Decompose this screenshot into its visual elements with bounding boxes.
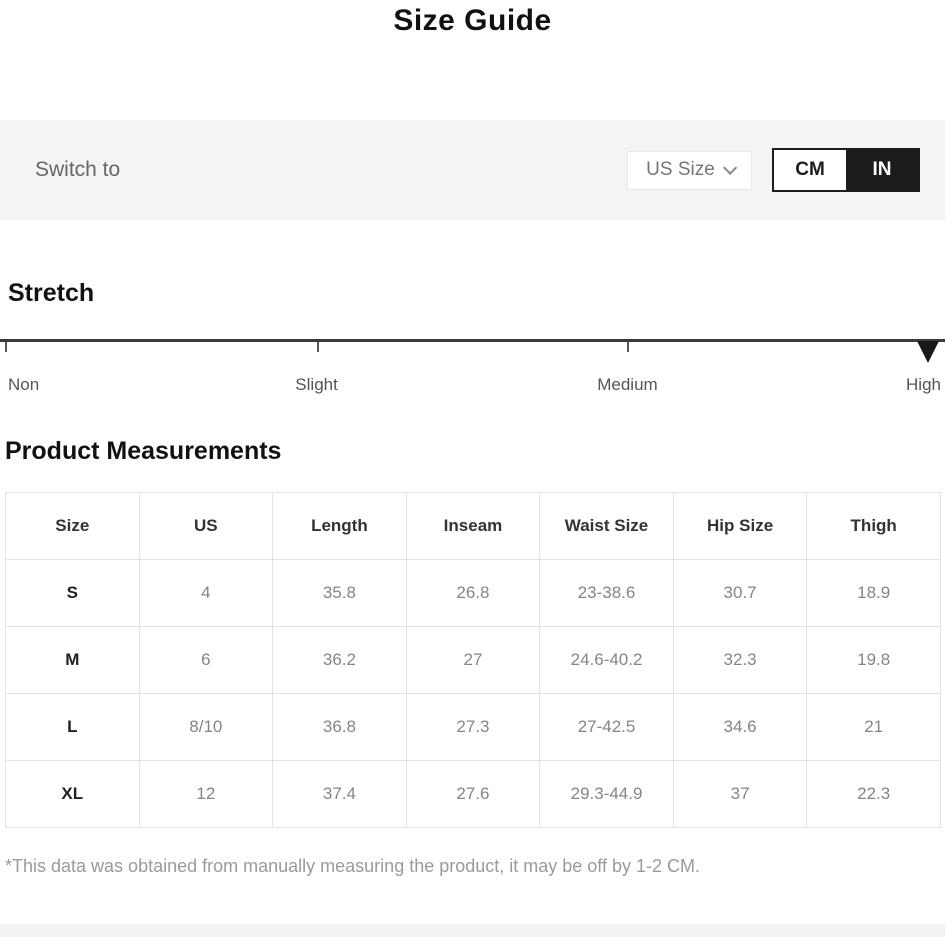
col-header-size: Size [5,492,140,560]
stretch-heading: Stretch [8,279,95,307]
cell-size: S [5,559,140,627]
switch-bar: Switch to US Size CM IN [0,120,945,220]
cell-length: 36.2 [272,626,407,694]
cell-hip: 37 [672,760,808,828]
stretch-label-non: Non [8,375,40,394]
cell-hip: 34.6 [672,693,808,761]
stretch-slider: Non Slight Medium High [0,339,945,401]
stretch-tick-slight [316,342,319,352]
cell-waist: 27-42.5 [539,693,674,761]
cell-size: XL [5,760,140,828]
cell-inseam: 27.6 [405,760,541,828]
cell-inseam: 27 [405,626,541,694]
table-row: XL 12 37.4 27.6 29.3-44.9 37 22.3 [5,760,941,828]
cell-us: 8/10 [138,693,274,761]
measurement-disclaimer: *This data was obtained from manually me… [5,856,701,876]
unit-toggle: CM IN [772,148,920,192]
col-header-thigh: Thigh [806,492,941,560]
cell-thigh: 21 [806,693,941,761]
cell-waist: 23-38.6 [539,559,674,627]
unit-cm-button[interactable]: CM [774,150,846,190]
cell-thigh: 22.3 [806,760,941,828]
cell-length: 36.8 [272,693,407,761]
stretch-label-slight: Slight [295,375,338,394]
page-title: Size Guide [393,4,552,37]
stretch-label-high: High [906,375,941,394]
col-header-inseam: Inseam [405,492,541,560]
col-header-waist: Waist Size [539,492,674,560]
table-row: M 6 36.2 27 24.6-40.2 32.3 19.8 [5,626,941,694]
stretch-slider-track [0,339,945,342]
bottom-section-divider [0,924,945,937]
cell-inseam: 26.8 [405,559,541,627]
col-header-us: US [138,492,274,560]
stretch-tick-medium [627,342,630,352]
cell-us: 4 [138,559,274,627]
cell-waist: 24.6-40.2 [539,626,674,694]
cell-size: M [5,626,140,694]
cell-us: 6 [138,626,274,694]
cell-length: 37.4 [272,760,407,828]
stretch-tick-non [5,342,7,352]
cell-waist: 29.3-44.9 [539,760,674,828]
stretch-marker-triangle-icon [917,341,939,363]
product-measurements-heading: Product Measurements [5,437,282,465]
size-standard-value: US Size [646,159,715,180]
table-row: S 4 35.8 26.8 23-38.6 30.7 18.9 [5,559,941,627]
col-header-length: Length [272,492,407,560]
cell-size: L [5,693,140,761]
cell-hip: 30.7 [672,559,808,627]
cell-thigh: 19.8 [806,626,941,694]
switch-to-label: Switch to [35,158,121,181]
measurements-table: Size US Length Inseam Waist Size Hip Siz… [5,492,941,828]
table-header-row: Size US Length Inseam Waist Size Hip Siz… [5,492,941,560]
cell-thigh: 18.9 [806,559,941,627]
cell-hip: 32.3 [672,626,808,694]
cell-inseam: 27.3 [405,693,541,761]
size-standard-dropdown[interactable]: US Size [627,150,752,190]
col-header-hip: Hip Size [672,492,808,560]
cell-us: 12 [138,760,274,828]
stretch-labels: Non Slight Medium High [0,375,945,397]
chevron-down-icon [722,160,738,175]
table-row: L 8/10 36.8 27.3 27-42.5 34.6 21 [5,693,941,761]
stretch-label-medium: Medium [597,375,658,394]
switch-controls: US Size CM IN [627,148,920,192]
cell-length: 35.8 [272,559,407,627]
unit-in-button[interactable]: IN [846,150,918,190]
